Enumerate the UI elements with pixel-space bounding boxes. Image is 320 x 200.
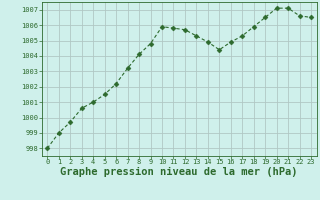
X-axis label: Graphe pression niveau de la mer (hPa): Graphe pression niveau de la mer (hPa) <box>60 167 298 177</box>
